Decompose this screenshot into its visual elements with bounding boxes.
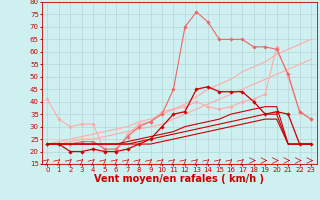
X-axis label: Vent moyen/en rafales ( km/h ): Vent moyen/en rafales ( km/h ) bbox=[94, 174, 264, 184]
